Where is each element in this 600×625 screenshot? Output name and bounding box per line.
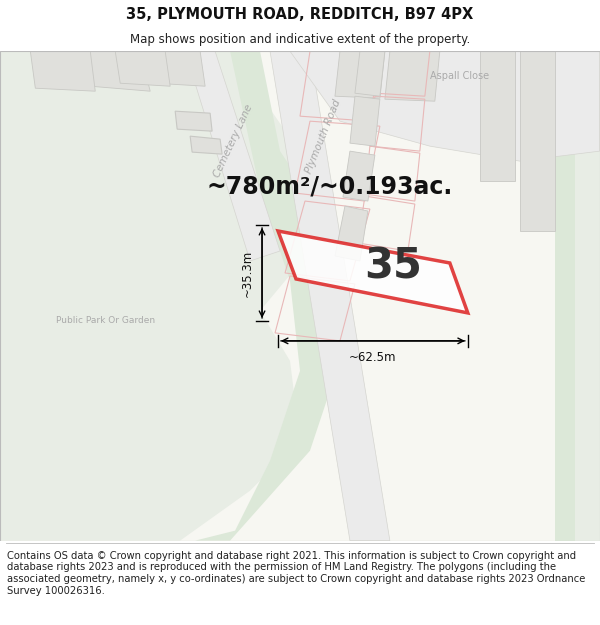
Polygon shape bbox=[554, 51, 575, 541]
Polygon shape bbox=[520, 51, 554, 231]
Polygon shape bbox=[290, 51, 599, 161]
Text: ~35.3m: ~35.3m bbox=[241, 249, 254, 297]
Polygon shape bbox=[1, 51, 320, 541]
Text: 35, PLYMOUTH ROAD, REDDITCH, B97 4PX: 35, PLYMOUTH ROAD, REDDITCH, B97 4PX bbox=[127, 7, 473, 22]
Polygon shape bbox=[175, 111, 212, 131]
Polygon shape bbox=[185, 51, 280, 261]
Text: ~780m²/~0.193ac.: ~780m²/~0.193ac. bbox=[207, 174, 453, 198]
Polygon shape bbox=[190, 136, 222, 154]
Polygon shape bbox=[355, 51, 385, 96]
Polygon shape bbox=[335, 206, 368, 261]
Polygon shape bbox=[343, 151, 375, 201]
Polygon shape bbox=[278, 231, 468, 313]
Text: Plymouth Road: Plymouth Road bbox=[304, 98, 343, 174]
Polygon shape bbox=[195, 51, 340, 541]
Text: Public Park Or Garden: Public Park Or Garden bbox=[56, 316, 155, 326]
Polygon shape bbox=[480, 51, 515, 181]
Polygon shape bbox=[31, 51, 95, 91]
Polygon shape bbox=[380, 51, 530, 101]
Polygon shape bbox=[1, 51, 599, 541]
Text: Map shows position and indicative extent of the property.: Map shows position and indicative extent… bbox=[130, 34, 470, 46]
Polygon shape bbox=[385, 51, 440, 101]
Polygon shape bbox=[575, 51, 599, 541]
Text: Contains OS data © Crown copyright and database right 2021. This information is : Contains OS data © Crown copyright and d… bbox=[7, 551, 586, 596]
Polygon shape bbox=[270, 51, 390, 541]
Polygon shape bbox=[350, 96, 380, 146]
Polygon shape bbox=[80, 51, 150, 91]
Text: Cemetery Lane: Cemetery Lane bbox=[212, 103, 254, 179]
Text: 35: 35 bbox=[364, 246, 422, 288]
Polygon shape bbox=[155, 51, 205, 86]
Polygon shape bbox=[115, 51, 170, 86]
Text: ~62.5m: ~62.5m bbox=[349, 351, 397, 364]
Text: Aspall Close: Aspall Close bbox=[430, 71, 489, 81]
Polygon shape bbox=[335, 51, 385, 98]
